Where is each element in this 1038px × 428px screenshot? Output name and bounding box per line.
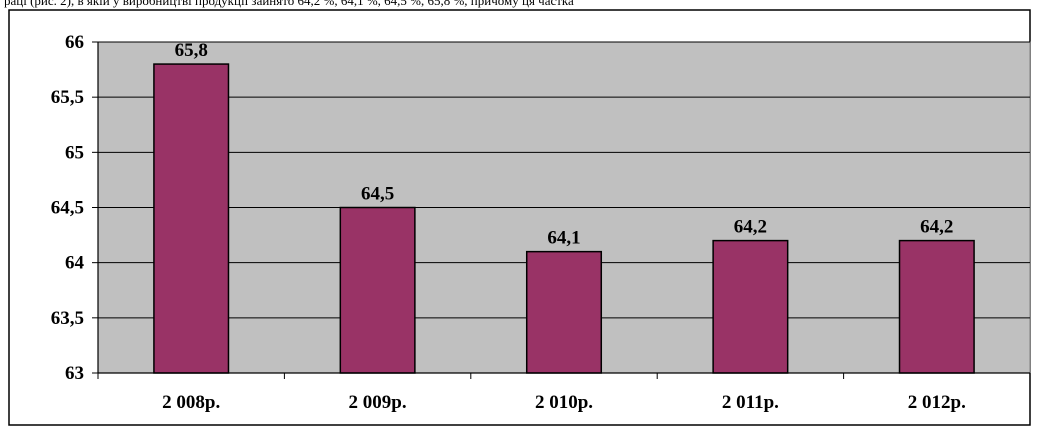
labels: 63 63,5 64 64,5 65 65,5 66 65,8 2 008р. 64,5 2 009… [51,32,966,413]
x-tick-label: 2 008р. [162,392,220,413]
data-label: 64,1 [547,228,580,249]
caption-text: раці (рис. 2), в якій у виробництві прод… [4,0,574,8]
data-label: 64,2 [734,217,767,238]
x-tick-label: 2 009р. [349,392,407,413]
bars [153,63,975,374]
bar [153,63,230,374]
cropped-caption-text: раці (рис. 2), в якій у виробництві прод… [0,0,1038,8]
x-tick-label: 2 010р. [535,392,593,413]
bar [525,250,603,374]
data-label: 64,2 [920,217,953,238]
bar [712,239,789,374]
y-tick-label: 65,5 [51,87,84,108]
x-tick-label: 2 012р. [908,392,966,413]
bar [898,239,975,374]
y-tick-label: 63 [65,363,84,384]
data-label: 65,8 [175,40,208,61]
y-tick-label: 65 [65,142,84,163]
y-tick-label: 63,5 [51,308,84,329]
data-label: 64,5 [361,184,394,205]
gridlines [98,41,1030,319]
y-tick-label: 64,5 [51,198,84,219]
y-tick-label: 64 [65,253,85,274]
axis-ticks [92,41,1031,379]
y-tick-label: 66 [65,32,84,53]
bar [339,206,416,374]
x-tick-label: 2 011р. [722,392,779,413]
